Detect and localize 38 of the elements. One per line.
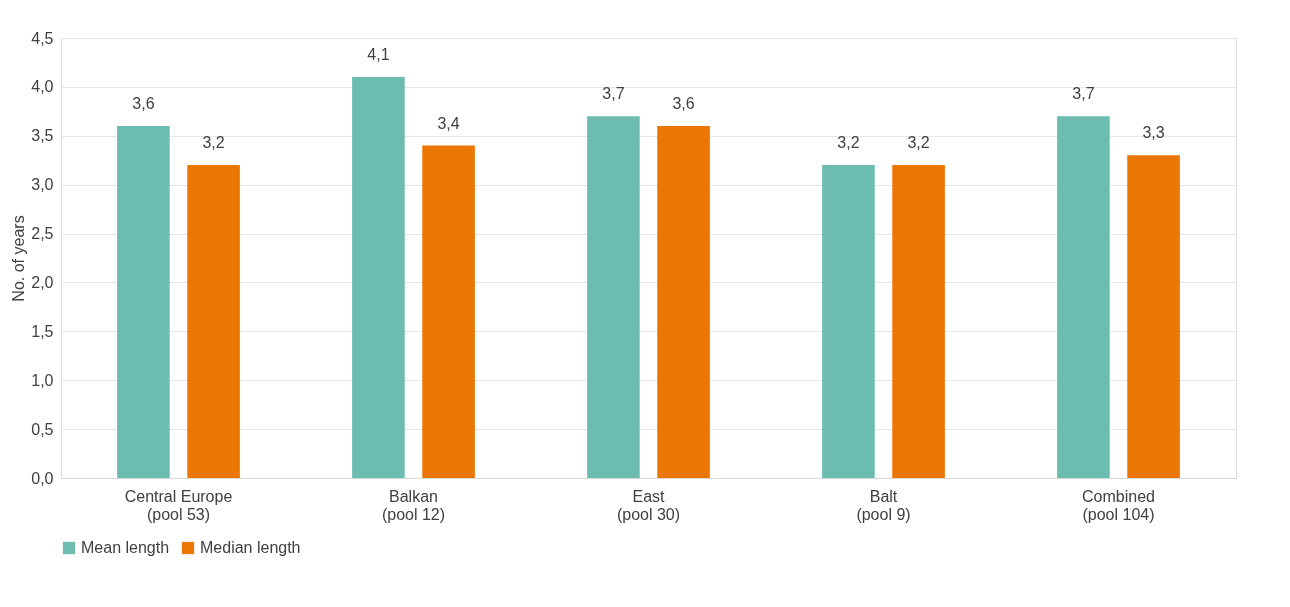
data-label: 3,2 xyxy=(202,134,225,152)
bar xyxy=(1057,116,1110,478)
bar xyxy=(117,126,170,478)
legend-label: Mean length xyxy=(81,539,170,556)
y-tick-label: 3,0 xyxy=(31,176,54,194)
data-label: 3,2 xyxy=(907,134,930,152)
y-tick-label: 1,5 xyxy=(31,322,54,340)
x-tick-label: Combined (pool 104) xyxy=(1082,487,1155,523)
data-label: 3,7 xyxy=(1072,85,1095,103)
data-label: 4,1 xyxy=(367,46,390,64)
data-label: 3,3 xyxy=(1142,124,1165,142)
y-tick-label: 2,0 xyxy=(31,273,54,291)
bar xyxy=(187,165,240,478)
bar xyxy=(822,165,875,478)
x-tick-label: Central Europe (pool 53) xyxy=(124,487,233,523)
y-tick-label: 4,5 xyxy=(31,29,54,47)
y-tick-label: 0,5 xyxy=(31,420,54,438)
x-tick-label: Balt (pool 9) xyxy=(856,487,911,523)
legend-label: Median length xyxy=(200,539,301,556)
data-label: 3,2 xyxy=(837,134,860,152)
data-label: 3,4 xyxy=(437,114,460,132)
x-tick-label: East (pool 30) xyxy=(616,487,681,523)
x-tick-label: Balkan (pool 12) xyxy=(381,487,446,523)
bar xyxy=(422,145,475,478)
bar xyxy=(892,165,945,478)
bar xyxy=(1127,155,1180,478)
bar xyxy=(587,116,640,478)
y-axis-title: No. of years xyxy=(10,215,28,302)
y-tick-label: 3,5 xyxy=(31,127,54,145)
data-label: 3,6 xyxy=(132,95,155,112)
bar xyxy=(657,126,710,478)
y-tick-label: 0,0 xyxy=(31,469,54,487)
y-tick-label: 1,0 xyxy=(31,371,54,389)
y-tick-label: 2,5 xyxy=(31,225,54,243)
y-tick-label: 4,0 xyxy=(31,78,54,96)
data-label: 3,7 xyxy=(602,85,625,103)
data-label: 3,6 xyxy=(672,95,695,112)
bar xyxy=(352,77,405,478)
